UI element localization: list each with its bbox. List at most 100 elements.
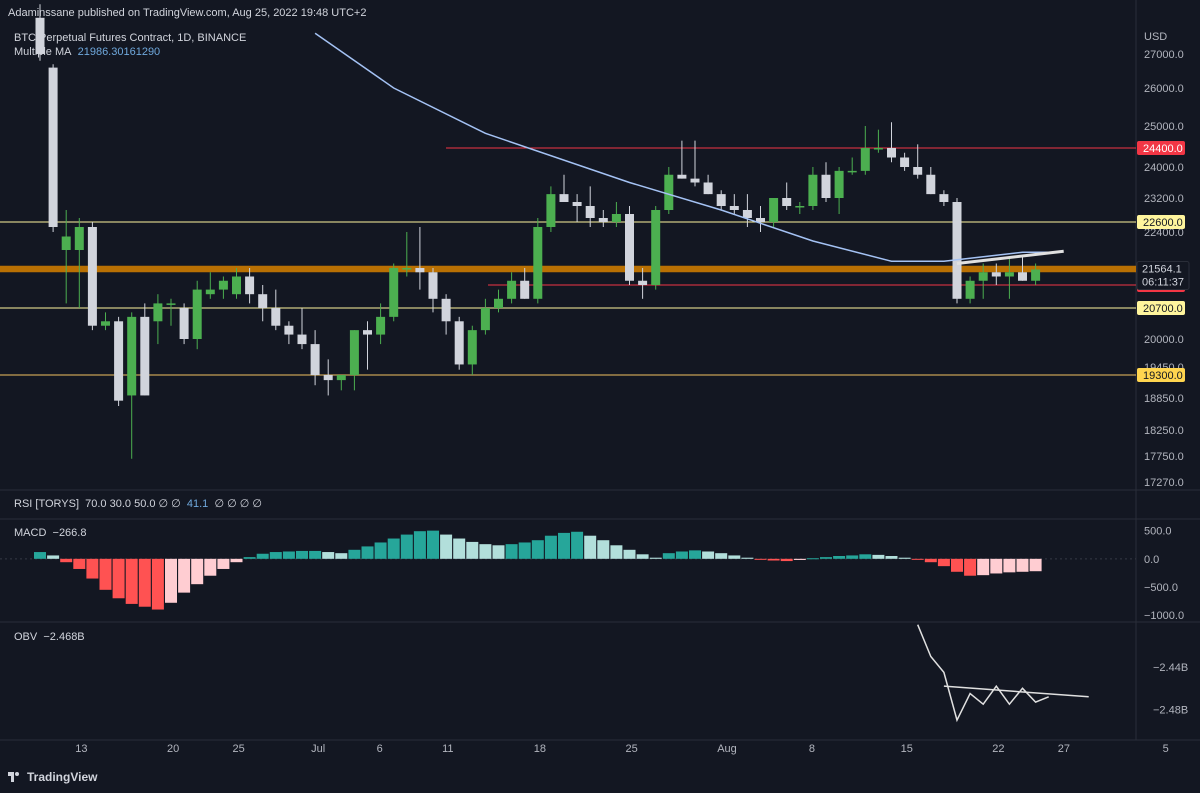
macd-bar <box>400 534 413 559</box>
macd-tick-label: −500.0 <box>1144 582 1178 594</box>
macd-bar <box>911 558 924 560</box>
obv-label: OBV <box>14 631 38 643</box>
candle-body <box>376 316 386 335</box>
time-tick-label: 8 <box>809 743 815 755</box>
macd-bar <box>584 535 597 559</box>
candle-body <box>507 280 517 299</box>
macd-bar <box>872 554 885 559</box>
candle-body <box>349 330 359 375</box>
time-tick-label: 22 <box>992 743 1004 755</box>
support-zone-band <box>0 265 1136 273</box>
candle-body <box>140 316 150 396</box>
candle-body <box>336 375 346 381</box>
candle-body <box>690 178 700 183</box>
macd-bar <box>754 558 767 560</box>
macd-bar <box>466 541 479 559</box>
level-price-tag <box>1137 141 1185 155</box>
macd-bar <box>780 558 793 562</box>
obv-tick-label: −2.48B <box>1153 705 1188 717</box>
price-tick-label: 17750.0 <box>1144 451 1184 463</box>
macd-bar <box>34 552 46 559</box>
level-price-label: 24400.0 <box>1143 143 1183 155</box>
candle-body <box>271 308 281 326</box>
candle-body <box>991 272 1001 277</box>
macd-bar <box>125 558 138 604</box>
macd-bar <box>636 554 649 559</box>
candle-body <box>323 375 333 381</box>
candle-body <box>860 148 870 171</box>
macd-bar <box>165 558 177 603</box>
time-tick-label: 13 <box>75 743 87 755</box>
price-tick-label: 18250.0 <box>1144 425 1184 437</box>
macd-bar <box>623 549 636 559</box>
current-price-tag <box>1136 261 1190 291</box>
candle-body <box>887 148 896 158</box>
candle-body <box>127 316 137 396</box>
rsi-legend: RSI [TORYS] 70.0 30.0 50.0 ∅ ∅ 41.1 ∅ ∅ … <box>14 497 262 510</box>
time-tick-label: 11 <box>442 743 453 755</box>
ma-value: 21986.30161290 <box>77 46 161 58</box>
macd-bar <box>217 558 230 569</box>
macd-bar <box>649 557 662 559</box>
candle-body <box>402 268 412 270</box>
candle-body <box>965 280 975 299</box>
candle-body <box>520 280 530 299</box>
macd-bar <box>846 555 859 559</box>
time-tick-label: 18 <box>534 743 546 755</box>
candle-body <box>533 227 543 299</box>
candle-body <box>795 206 805 208</box>
macd-bar <box>361 546 374 559</box>
candle-body <box>729 206 739 210</box>
level-price-label: 20700.0 <box>1143 303 1183 315</box>
macd-bar <box>544 535 557 559</box>
macd-bar <box>531 540 544 559</box>
macd-bar <box>296 550 308 559</box>
time-tick-label: 20 <box>167 743 179 755</box>
obv-tick-label: −2.44B <box>1153 662 1188 674</box>
macd-bar <box>243 557 256 559</box>
candle-body <box>389 268 399 317</box>
candle-body <box>441 298 451 322</box>
countdown-label: 06:11:37 <box>1142 277 1184 289</box>
macd-bar <box>1029 558 1042 572</box>
time-tick-label: Jul <box>311 743 325 755</box>
macd-bar <box>453 538 466 559</box>
candle-body <box>638 280 648 285</box>
macd-bar <box>833 556 846 559</box>
macd-bar <box>885 556 898 559</box>
macd-bar <box>191 558 204 585</box>
candle-body <box>454 321 464 365</box>
level-price-tag <box>1137 215 1185 229</box>
publish-line: Adaminssane published on TradingView.com… <box>8 7 367 19</box>
candle-body <box>978 272 988 281</box>
candle-body <box>205 289 215 295</box>
macd-bar <box>204 558 217 576</box>
obv-legend: OBV −2.468B <box>14 631 85 643</box>
footer-brand[interactable]: TradingView <box>8 770 97 784</box>
macd-bar <box>269 552 282 559</box>
macd-bar <box>977 558 990 576</box>
candle-body <box>494 298 503 308</box>
macd-bar <box>322 552 335 559</box>
candle-body <box>87 227 97 326</box>
candle-body <box>598 218 608 222</box>
price-tick-label: 24000.0 <box>1144 162 1184 174</box>
time-tick-label: 25 <box>626 743 638 755</box>
candle-body <box>166 303 176 305</box>
price-tick-label: 25000.0 <box>1144 121 1184 133</box>
candle-body <box>834 170 844 198</box>
price-tick-label: 17270.0 <box>1144 477 1184 489</box>
macd-bar <box>47 555 60 559</box>
macd-bar <box>702 551 715 559</box>
candle-body <box>218 280 228 290</box>
obv-trendline <box>943 685 1089 698</box>
candle-body <box>756 218 765 222</box>
macd-bar <box>335 553 348 559</box>
candle-body <box>428 272 438 299</box>
price-tick-label: 26000.0 <box>1144 83 1184 95</box>
macd-bar <box>715 553 728 559</box>
trend-annotation-line <box>956 249 1064 265</box>
candle-body <box>415 268 425 273</box>
candle-body <box>742 210 752 218</box>
